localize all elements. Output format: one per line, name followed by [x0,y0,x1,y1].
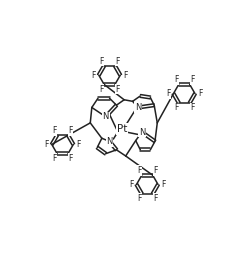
Text: F: F [153,194,158,203]
Text: F: F [52,154,57,163]
Text: F: F [153,166,158,175]
Text: Pt: Pt [117,124,127,134]
Text: F: F [129,180,133,189]
Text: F: F [77,140,81,149]
Text: N: N [139,128,145,137]
Text: N: N [106,137,113,146]
Text: F: F [161,180,166,189]
Text: F: F [52,126,57,135]
Text: F: F [190,75,195,84]
Text: F: F [91,71,96,80]
Text: F: F [166,89,170,98]
Text: F: F [174,75,178,84]
Text: F: F [99,85,104,94]
Text: F: F [44,140,49,149]
Text: F: F [174,103,178,112]
Text: F: F [115,57,120,66]
Text: F: F [198,89,203,98]
Text: F: F [115,85,120,94]
Text: F: F [68,154,73,163]
Text: N: N [102,112,109,121]
Text: N: N [135,103,141,112]
Text: F: F [137,194,141,203]
Text: F: F [190,103,195,112]
Text: F: F [99,57,104,66]
Text: F: F [68,126,73,135]
Text: F: F [123,71,128,80]
Text: F: F [137,166,141,175]
